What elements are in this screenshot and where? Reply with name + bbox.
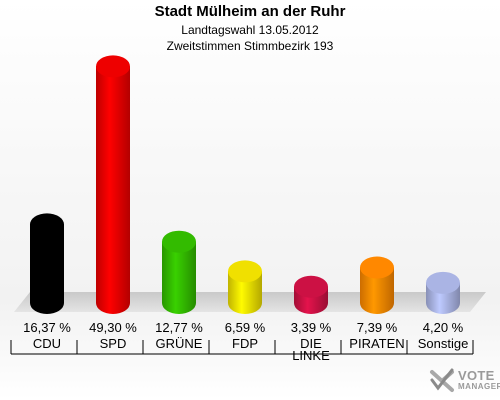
chart-subtitle-district: Zweitstimmen Stimmbezirk 193 xyxy=(166,39,334,53)
value-label-gr-ne: 12,77 % xyxy=(155,320,203,335)
bar-top xyxy=(360,256,394,279)
bar-body xyxy=(228,271,262,314)
chart-title: Stadt Mülheim an der Ruhr xyxy=(154,3,346,20)
bar-fdp xyxy=(228,260,262,314)
bar-piraten xyxy=(360,256,394,314)
bar-top xyxy=(228,260,262,283)
value-label-fdp: 6,59 % xyxy=(224,320,266,335)
category-label-die-linke: DIE LINKE xyxy=(292,336,330,363)
value-label-die-linke: 3,39 % xyxy=(290,320,332,335)
bar-top xyxy=(162,230,196,253)
value-label-cdu: 16,37 % xyxy=(23,320,71,335)
category-label-cdu: CDU xyxy=(32,336,62,351)
bar-top xyxy=(426,271,460,294)
bar-spd xyxy=(96,55,130,314)
bar-gr-ne xyxy=(162,230,196,314)
logo-text-manager: MANAGER xyxy=(458,382,500,391)
bar-body xyxy=(162,241,196,314)
checkmark-x-icon xyxy=(430,368,454,392)
bar-body xyxy=(360,267,394,314)
value-label-piraten: 7,39 % xyxy=(356,320,398,335)
category-label-gr-ne: GRÜNE xyxy=(155,336,203,351)
bar-top xyxy=(96,55,130,78)
bar-top xyxy=(30,213,64,236)
category-label-piraten: PIRATEN xyxy=(349,336,405,351)
chart-subtitle-election: Landtagswahl 13.05.2012 xyxy=(181,23,319,37)
bar-body xyxy=(30,224,64,314)
category-label-sonstige: Sonstige xyxy=(417,336,469,351)
category-label-spd: SPD xyxy=(99,336,127,351)
logo-text-vote: VOTE xyxy=(458,368,495,383)
bar-sonstige xyxy=(426,271,460,314)
bar-cdu xyxy=(30,213,64,314)
bar-die-linke xyxy=(294,275,328,314)
category-label-fdp: FDP xyxy=(232,336,258,351)
bar-top xyxy=(294,275,328,298)
value-label-sonstige: 4,20 % xyxy=(422,320,464,335)
value-label-spd: 49,30 % xyxy=(89,320,137,335)
bar-body xyxy=(96,66,130,314)
vote-manager-logo: VOTE MANAGER xyxy=(428,366,500,396)
